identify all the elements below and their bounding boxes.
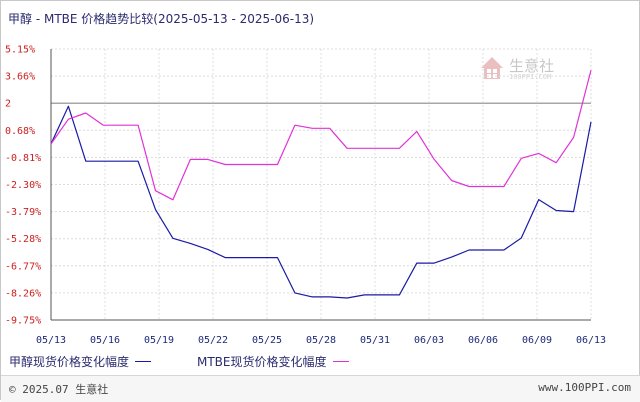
y-tick-label: 5.15% <box>5 45 35 56</box>
legend-label-mtbe: MTBE现货价格变化幅度 <box>197 354 327 369</box>
grid <box>50 48 592 321</box>
y-tick-label: -5.28% <box>5 234 41 245</box>
x-tick-label: 05/22 <box>198 335 228 346</box>
tick-labels: 5.15% 3.66% 2 0.68% -0.81% -2.30% -3.79% -5.28%… <box>5 45 606 347</box>
y-tick-label: -3.79% <box>5 207 41 218</box>
y-tick-label: -9.75% <box>5 316 41 327</box>
watermark-url: 100PPI.COM <box>509 73 552 81</box>
y-tick-label: 3.66% <box>5 72 35 83</box>
copyright-text: © 2025.07 生意社 <box>9 383 109 396</box>
site-link[interactable]: www.100PPI.com <box>538 381 631 394</box>
legend: 甲醇现货价格变化幅度 MTBE现货价格变化幅度 <box>1 351 640 371</box>
x-tick-label: 06/03 <box>414 335 444 346</box>
axes <box>50 49 591 321</box>
legend-item-mtbe: MTBE现货价格变化幅度 <box>197 351 349 371</box>
x-tick-label: 05/25 <box>252 335 282 346</box>
y-tick-label: 0.68% <box>5 126 35 137</box>
legend-label-methanol: 甲醇现货价格变化幅度 <box>9 354 130 369</box>
y-tick-label: -6.77% <box>5 261 41 272</box>
x-tick-label: 05/31 <box>360 335 390 346</box>
y-tick-label: -8.26% <box>5 288 41 299</box>
series-lines <box>50 69 592 299</box>
legend-item-methanol: 甲醇现货价格变化幅度 <box>9 351 152 371</box>
y-tick-label: 2 <box>5 99 11 110</box>
x-tick-label: 06/09 <box>522 335 552 346</box>
x-tick-label: 06/13 <box>576 335 606 346</box>
series-line-mtbe <box>50 69 592 201</box>
y-tick-label: -0.81% <box>5 153 41 164</box>
x-tick-label: 05/28 <box>306 335 336 346</box>
legend-swatch-methanol <box>135 360 152 362</box>
watermark-logo: 生意社 100PPI.COM <box>479 55 575 83</box>
watermark-text: 生意社 <box>509 57 555 75</box>
x-tick-label: 05/19 <box>144 335 174 346</box>
plot-area: 5.15% 3.66% 2 0.68% -0.81% -2.30% -3.79% -5.28%… <box>5 45 606 347</box>
chart-title: 甲醇 - MTBE 价格趋势比较(2025-05-13 - 2025-06-13… <box>8 12 315 26</box>
footer: © 2025.07 生意社 www.100PPI.com <box>1 375 640 402</box>
x-tick-label: 05/16 <box>90 335 120 346</box>
series-line-methanol <box>50 105 592 299</box>
x-tick-label: 05/13 <box>36 335 66 346</box>
legend-swatch-mtbe <box>332 360 349 362</box>
y-tick-label: -2.30% <box>5 180 41 191</box>
x-tick-label: 06/06 <box>468 335 498 346</box>
